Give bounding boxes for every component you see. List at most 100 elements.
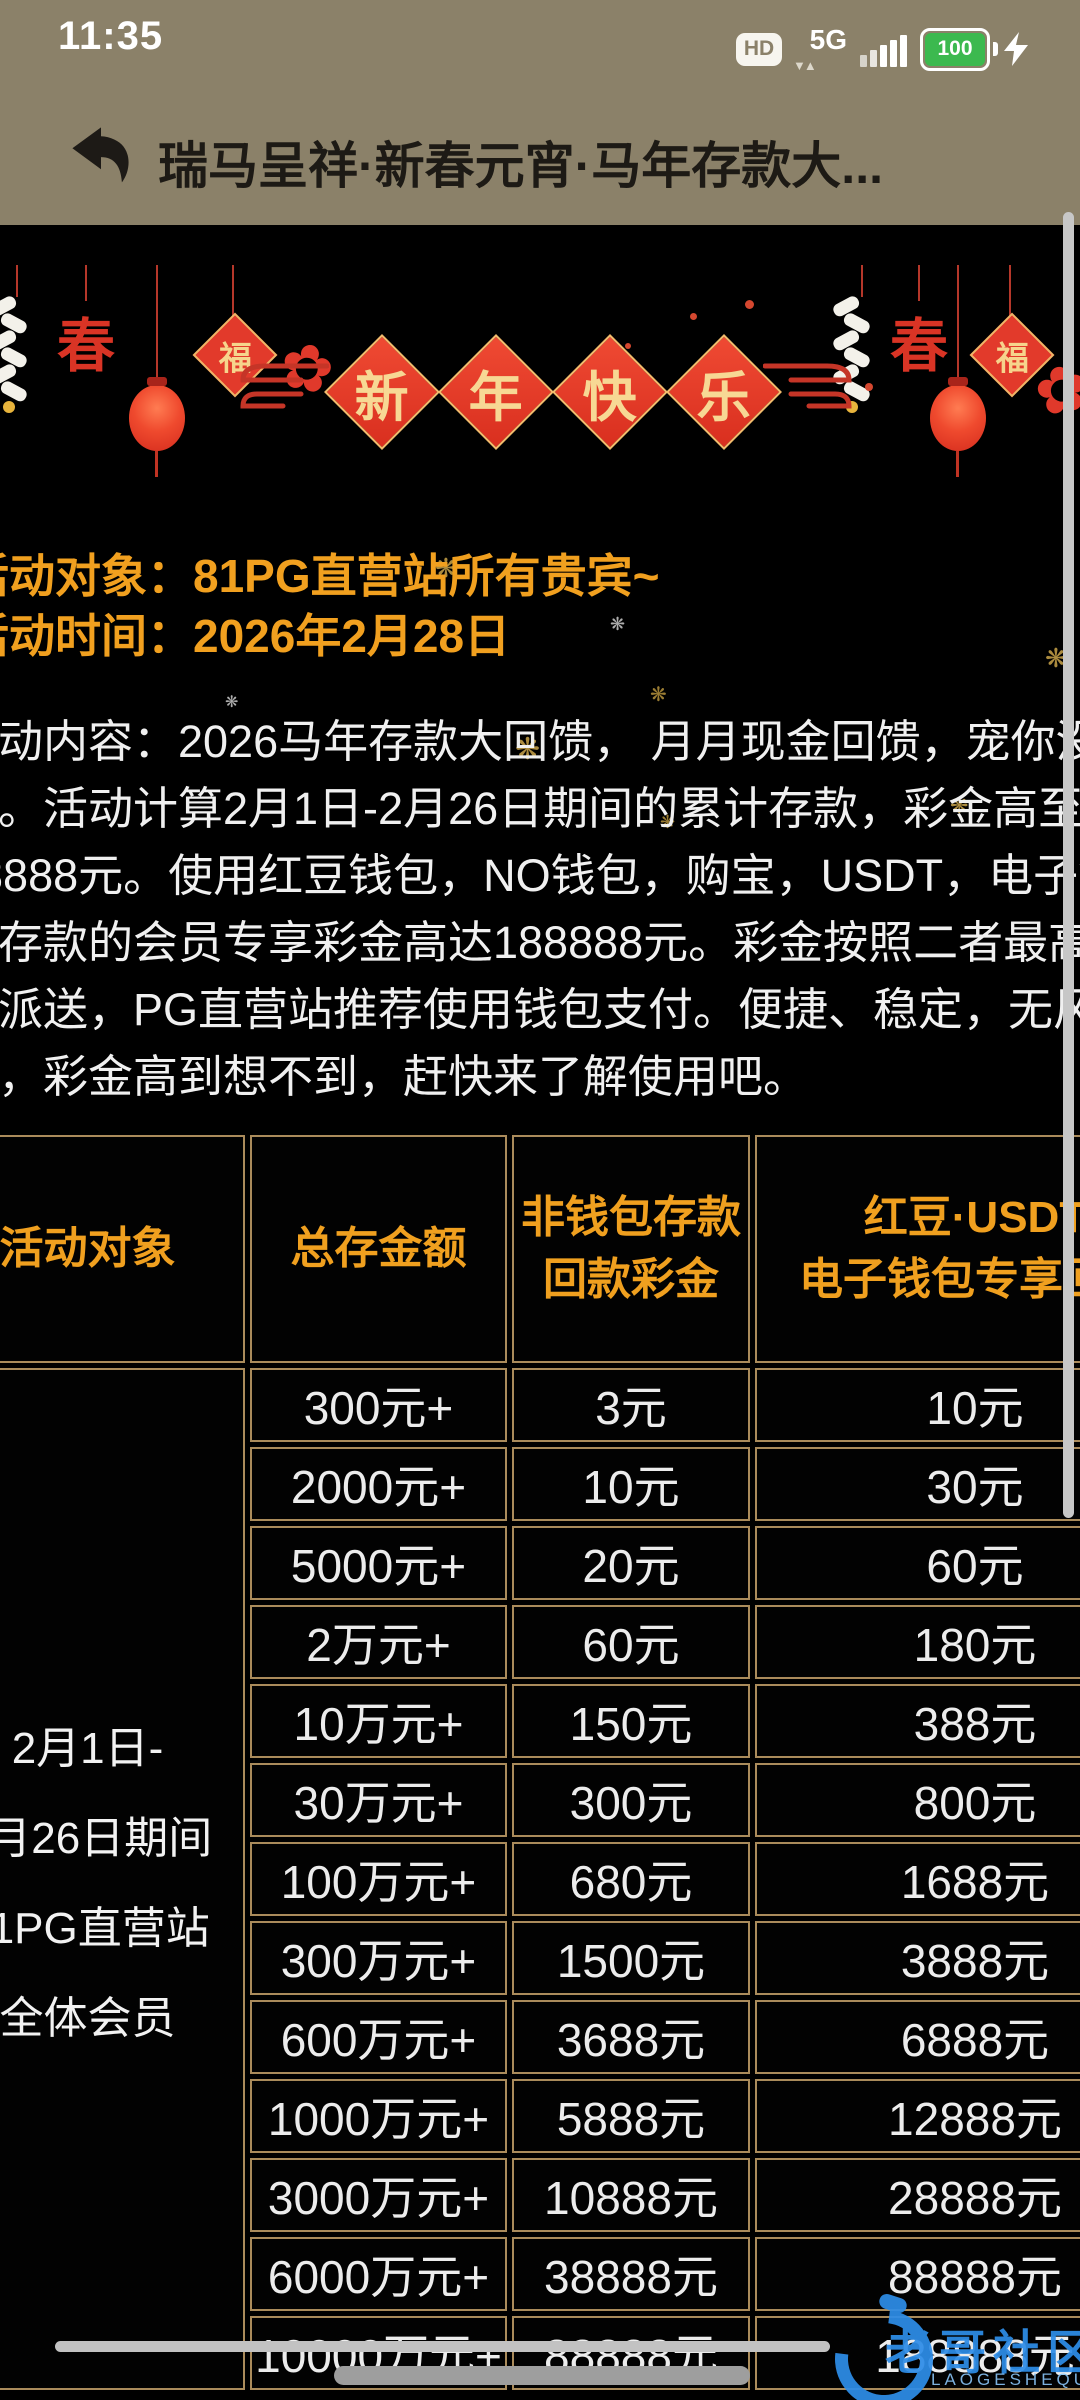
page-content[interactable]: 春 福 ✿ 春 福 ✿ 新年快乐 ❋ ❋ ❋ ❋ (0, 225, 1080, 2400)
table-cell: 600万元+ (250, 2000, 507, 2074)
battery-percent: 100 (925, 32, 985, 66)
table-row: 2万元+ 60元 180元 (0, 1605, 1080, 1679)
back-button[interactable] (62, 118, 140, 198)
table-row: 100万元+ 680元 1688元 (0, 1842, 1080, 1916)
sparkle-icon: ❋ (650, 684, 667, 706)
promo-description: 活动内容：2026马年存款大回馈， 月月现金回馈，宠你没商 量。活动计算2月1日-… (0, 708, 1080, 1110)
string (957, 265, 959, 387)
network-indicator: 5G ▼▲ (793, 24, 847, 73)
column-header: 活动对象 (0, 1135, 245, 1363)
table-cell: 30元 (755, 1447, 1080, 1521)
table-row: 1000万元+ 5888元 12888元 (0, 2079, 1080, 2153)
table-cell: 28888元 (755, 2158, 1080, 2232)
string (861, 265, 863, 297)
network-type-label: 5G (809, 24, 847, 55)
firecrackers-icon (0, 294, 29, 413)
column-header: 总存金额 (250, 1135, 507, 1363)
table-cell: 60元 (512, 1605, 750, 1679)
table-cell: 680元 (512, 1842, 750, 1916)
data-arrows-icon: ▼▲ (793, 58, 817, 73)
fu-charm: 福 (192, 312, 278, 398)
battery-indicator: 100 (920, 27, 1028, 71)
table-cell: 5000元+ (250, 1526, 507, 1600)
table-row: 2000元+ 10元 30元 (0, 1447, 1080, 1521)
community-watermark: 老哥社区 LAOGESHEQU (815, 2290, 1080, 2400)
cloud-scroll-icon (240, 363, 329, 409)
watermark-latin: LAOGESHEQU (931, 2370, 1080, 2389)
promo-text-line: 88888元。使用红豆钱包，NO钱包，购宝，USDT，电子钱 (0, 850, 1080, 901)
table-cell: 388元 (755, 1684, 1080, 1758)
table-cell: 3元 (512, 1368, 750, 1442)
table-cell: 6000万元+ (250, 2237, 507, 2311)
string (232, 265, 234, 327)
firecrackers-icon (831, 294, 872, 413)
clock: 11:35 (58, 14, 164, 58)
battery-icon: 100 (920, 27, 990, 71)
promo-text-line: 包存款的会员专享彩金高达188888元。彩金按照二者最高金 (0, 917, 1080, 968)
confetti-dot (745, 300, 754, 309)
promo-audience: 活动对象：81PG直营站所有贵宾~ (0, 550, 660, 602)
table-cell: 180元 (755, 1605, 1080, 1679)
horizontal-scrollbar[interactable] (55, 2341, 830, 2352)
table-cell: 10888元 (512, 2158, 750, 2232)
content-inner: 春 福 ✿ 春 福 ✿ 新年快乐 ❋ ❋ ❋ ❋ (0, 225, 1080, 2400)
watermark-name: 老哥社区 (885, 2326, 1080, 2379)
table-cell: 3888元 (755, 1921, 1080, 1995)
table-cell: 10元 (512, 1447, 750, 1521)
confetti-dot (865, 383, 873, 391)
page-title: 瑞马呈祥·新春元宵·马年存款大... (158, 138, 883, 194)
table-cell: 100万元+ (250, 1842, 507, 1916)
table-cell: 150元 (512, 1684, 750, 1758)
cloud-scroll-icon (763, 363, 852, 409)
table-row: 30万元+ 300元 800元 (0, 1763, 1080, 1837)
table-row: 3000万元+ 10888元 28888元 (0, 2158, 1080, 2232)
table-cell: 5888元 (512, 2079, 750, 2153)
charging-bolt-icon (1004, 32, 1028, 66)
table-row: 5000元+ 20元 60元 (0, 1526, 1080, 1600)
audience-merged-cell: 2月1日-2月26日期间81PG直营站全体会员 (0, 1368, 245, 2390)
greeting-diamond: 年 (438, 334, 554, 450)
bonus-table: 活动对象总存金额非钱包存款回款彩金红豆·USDT电子钱包专享回款2月1日-2月2… (0, 1130, 1080, 2395)
table-row: 300万元+ 1500元 3888元 (0, 1921, 1080, 1995)
table-cell: 20元 (512, 1526, 750, 1600)
table-cell: 6888元 (755, 2000, 1080, 2074)
spring-character: 春 (890, 314, 949, 379)
promo-text-line: 活动内容：2026马年存款大回馈， 月月现金回馈，宠你没商 (0, 716, 1080, 767)
back-arrow-icon (68, 125, 134, 192)
table-cell: 88888元 (755, 2237, 1080, 2311)
hd-icon: HD (736, 32, 782, 66)
table-cell: 1000万元+ (250, 2079, 507, 2153)
flower-icon: ✿ (273, 327, 341, 409)
table-cell: 38888元 (512, 2237, 750, 2311)
table-cell: 188888元 (755, 2316, 1080, 2390)
lantern-icon (129, 377, 185, 477)
promo-text-line: 量。活动计算2月1日-2月26日期间的累计存款，彩金高至1 (0, 783, 1080, 834)
table-row: 600万元+ 3688元 6888元 (0, 2000, 1080, 2074)
string (16, 265, 18, 297)
status-icons: HD 5G ▼▲ 100 (736, 24, 1028, 73)
greeting-diamond: 新 (324, 334, 440, 450)
table-row: 10万元+ 150元 388元 (0, 1684, 1080, 1758)
home-indicator[interactable] (334, 2366, 750, 2385)
table-cell: 1500元 (512, 1921, 750, 1995)
column-header: 红豆·USDT电子钱包专享回款 (755, 1135, 1080, 1363)
string (918, 265, 920, 301)
greeting-diamond: 乐 (666, 334, 782, 450)
table-cell: 300元+ (250, 1368, 507, 1442)
table-cell: 12888元 (755, 2079, 1080, 2153)
promo-text-line: 额派送，PG直营站推荐使用钱包支付。便捷、稳定，无风 (0, 984, 1080, 1035)
confetti-dot (690, 313, 697, 320)
table-cell: 800元 (755, 1763, 1080, 1837)
table-row: 6000万元+ 38888元 88888元 (0, 2237, 1080, 2311)
table-cell: 30万元+ (250, 1763, 507, 1837)
top-bar: 11:35 HD 5G ▼▲ 100 (0, 0, 1080, 225)
confetti-dot (625, 343, 631, 349)
greeting-diamonds: 新年快乐 (324, 334, 782, 450)
battery-tip (993, 42, 998, 56)
table-cell: 2000元+ (250, 1447, 507, 1521)
vertical-scrollbar[interactable] (1063, 212, 1074, 1518)
spring-character: 春 (57, 314, 116, 379)
table-cell: 300万元+ (250, 1921, 507, 1995)
table-cell: 10万元+ (250, 1684, 507, 1758)
